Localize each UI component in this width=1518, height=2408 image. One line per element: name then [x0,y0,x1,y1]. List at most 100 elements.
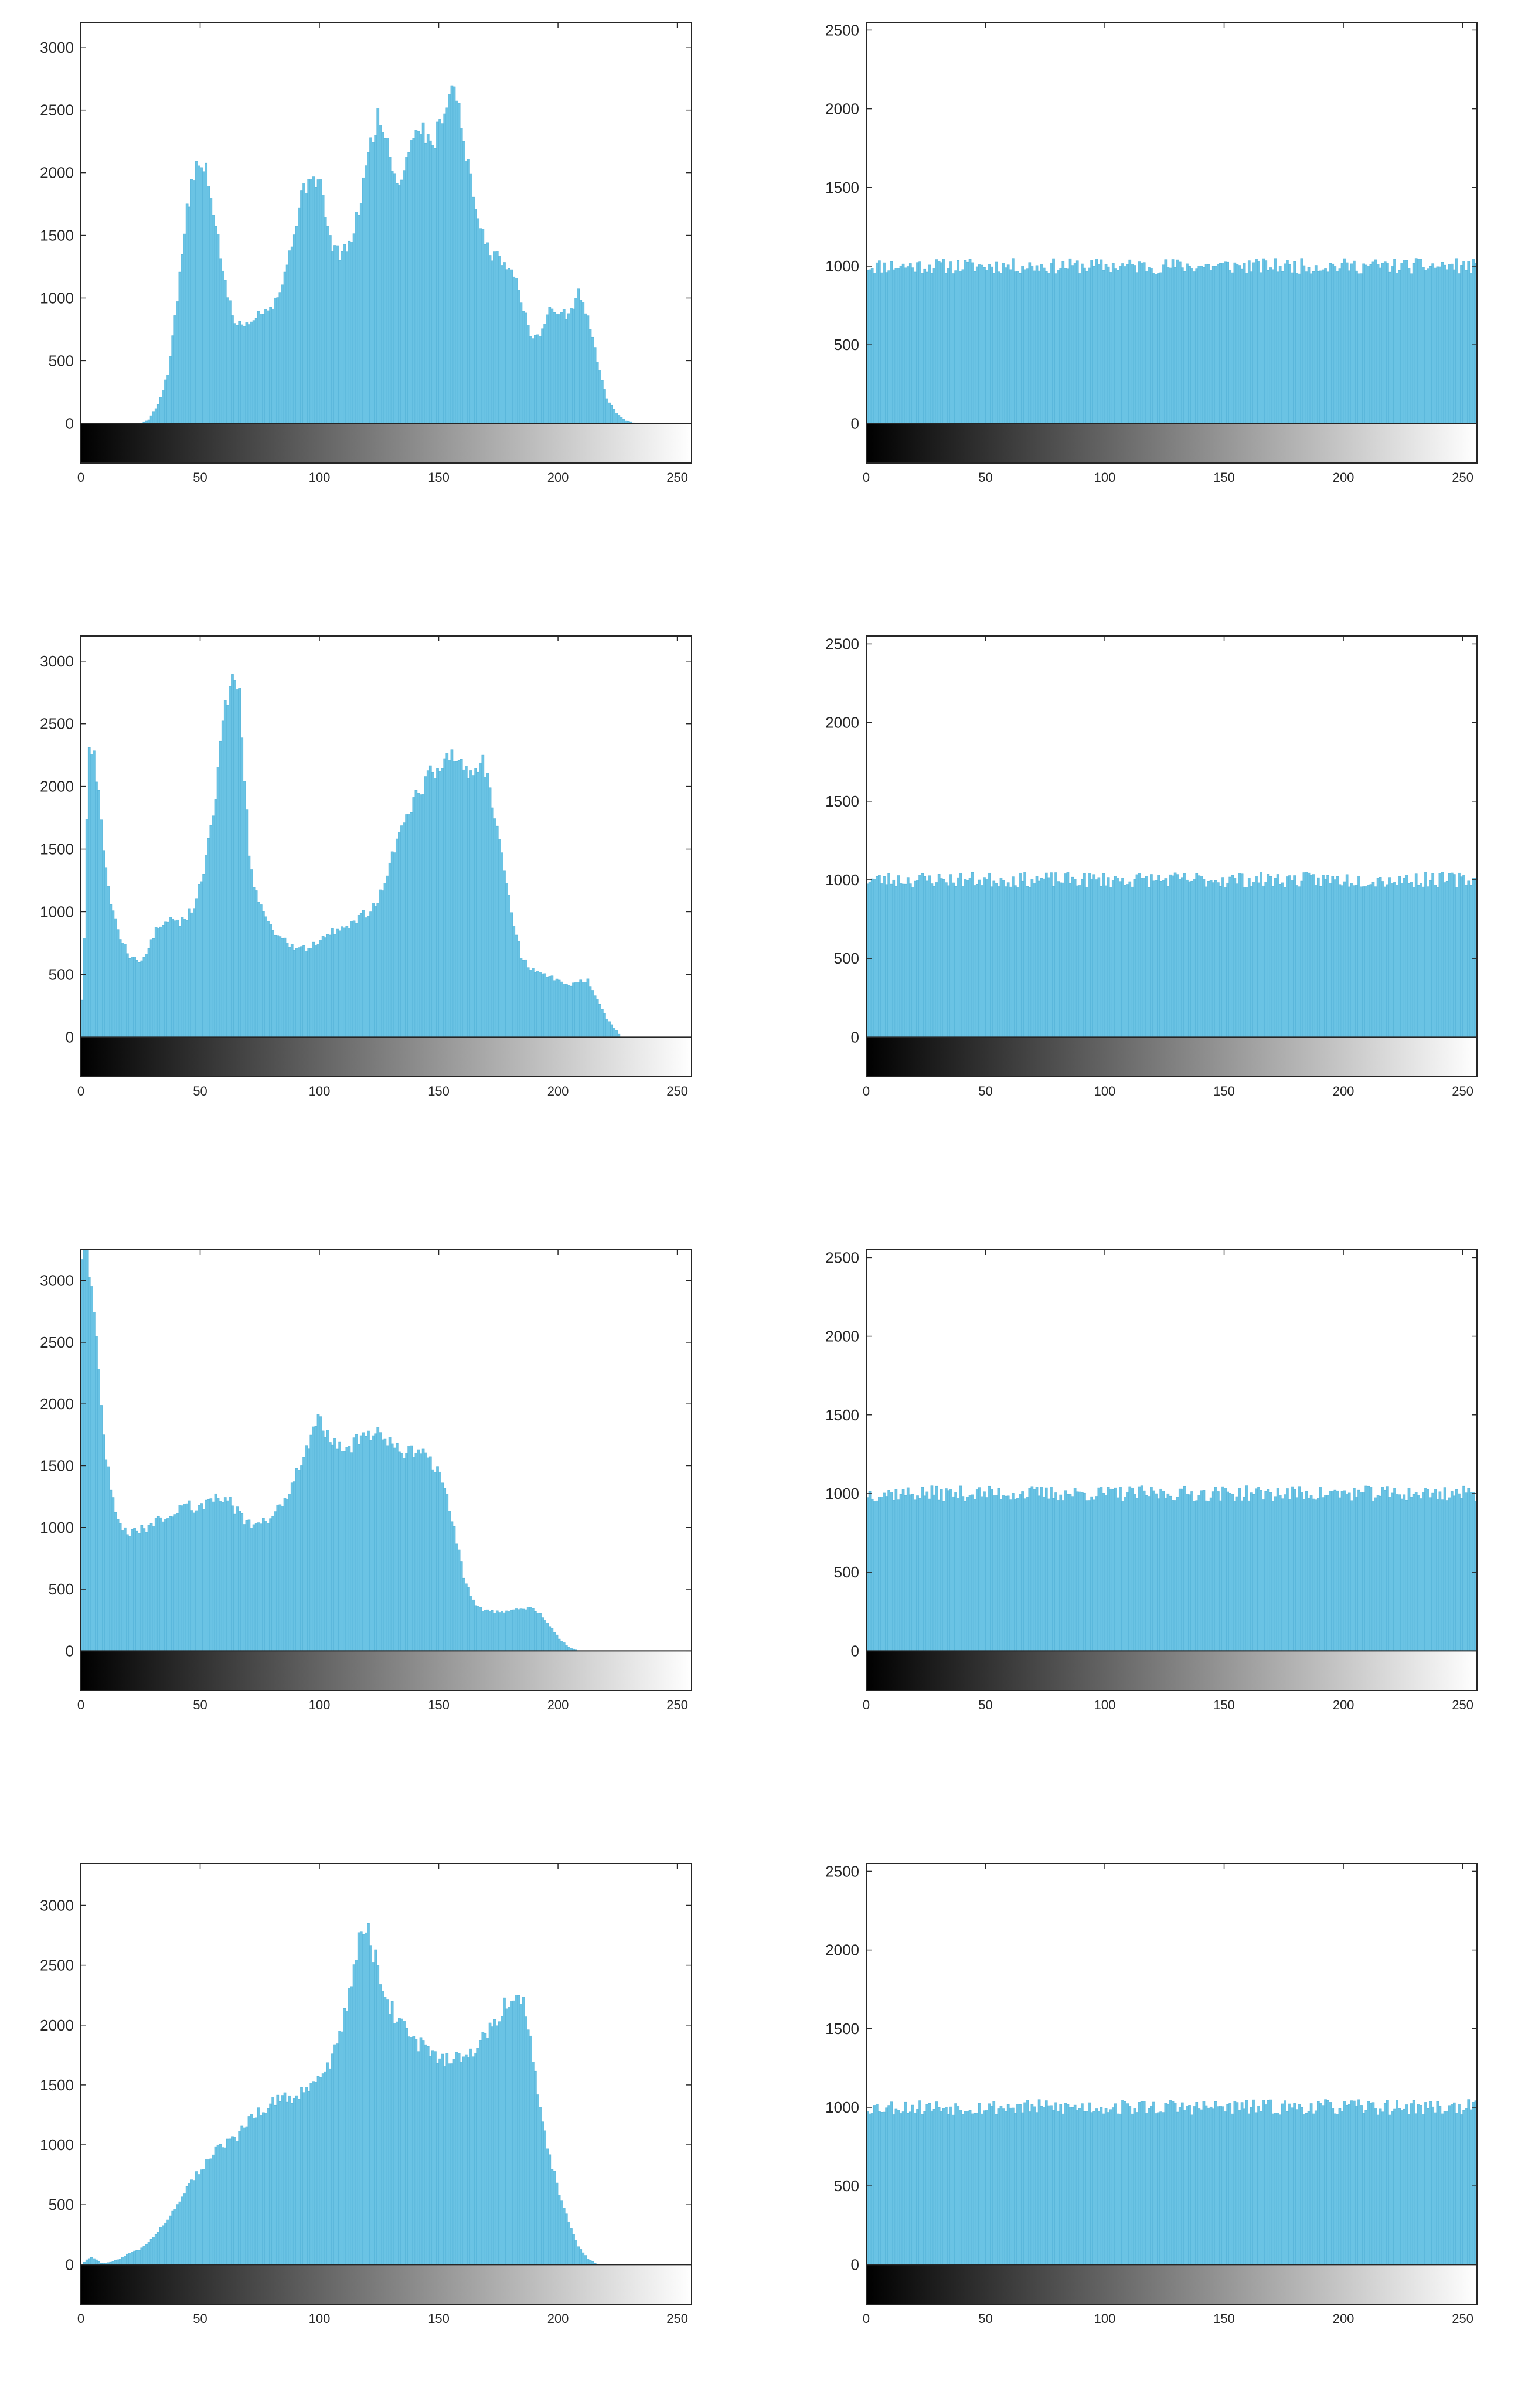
histogram-bar [252,1524,256,1651]
histogram-bar [612,1028,616,1038]
histogram-bar [1176,2111,1179,2265]
histogram-bar [1405,875,1408,1038]
histogram-bar [1403,878,1406,1038]
histogram-bar [462,769,465,1038]
histogram-bar [314,1426,318,1651]
histogram-bar [1119,881,1122,1038]
histogram-bar [1221,263,1224,424]
histogram-bar [1085,2111,1088,2265]
histogram-bar [1278,2114,1282,2265]
histogram-bar [577,982,580,1038]
histogram-bar [966,2111,969,2265]
histogram-bar [367,916,370,1038]
histogram-bar [486,1609,489,1651]
histogram-bar [1434,267,1437,424]
histogram-bar [1443,1487,1446,1651]
histogram-bar [1059,268,1063,424]
histogram-bar [121,2257,124,2265]
histogram-bar [1081,1492,1084,1651]
histogram-bar [173,1514,177,1651]
histogram-bar [1169,874,1172,1038]
histogram-bar [503,1997,506,2265]
histogram-bar [501,2016,503,2265]
histogram-bar [181,2196,184,2265]
histogram-bar [1195,2101,1199,2265]
histogram-bar [355,212,358,424]
grayscale-colorbar [866,1651,1477,1691]
histogram-bar [935,882,938,1038]
histogram-bar [1441,1499,1444,1651]
histogram-bar [238,2131,241,2265]
histogram-bar [1180,2102,1184,2265]
histogram-bar [1472,878,1475,1038]
histogram-bar [574,2239,577,2265]
histogram-bar [1145,2113,1148,2265]
histogram-bar [316,944,320,1038]
histogram-bar [918,875,921,1038]
histogram-bar [1061,261,1065,424]
histogram-bar [152,2237,155,2265]
histogram-bar [1233,878,1237,1038]
histogram-bar [1309,875,1313,1038]
histogram-bar [476,218,480,424]
histogram-bar [1023,872,1027,1038]
histogram-bar [959,2110,962,2265]
histogram-bar [1243,263,1246,424]
histogram-bar [223,2147,227,2265]
histogram-bar [450,1521,454,1651]
histogram-bar [434,1472,437,1651]
histogram-bar [1104,264,1108,424]
histogram-bar [949,874,952,1038]
x-tick-label: 0 [863,470,870,485]
y-tick-label: 1500 [825,1406,859,1424]
histogram-bar [164,2222,167,2265]
histogram-bar [1178,1488,1182,1651]
histogram-bar [1379,1495,1382,1651]
histogram-bar [278,1504,282,1651]
histogram-bar [285,2101,289,2265]
histogram-bar [1047,273,1050,424]
histogram-bar [510,1610,513,1651]
histogram-bar [133,957,136,1038]
histogram-bar [914,2112,917,2265]
y-tick-label: 2500 [825,1249,859,1266]
histogram-bar [83,1249,86,1651]
histogram-bar [428,1456,432,1651]
histogram-bar [999,1499,1003,1651]
histogram-bar [875,262,879,424]
histogram-bar [524,312,527,424]
histogram-bar [212,1501,215,1651]
histogram-bar [424,1452,427,1651]
histogram-bar [403,170,406,424]
histogram-bar [231,1505,234,1651]
histogram-bar [85,819,89,1038]
histogram-bar [1379,267,1382,424]
histogram-bar [491,2026,494,2265]
histogram-bar [267,1523,270,1651]
y-tick-label: 3000 [40,39,74,56]
histogram-bar [1195,1500,1199,1651]
histogram-bar [407,1446,411,1651]
histogram-bar [116,2259,120,2265]
histogram-bar [508,895,510,1038]
histogram-bar [1417,885,1420,1038]
histogram-bar [388,862,392,1038]
histogram-bar [1004,886,1008,1038]
histogram-bar [372,903,375,1038]
histogram-bar [887,1490,891,1651]
histogram-bar [921,273,924,424]
histogram-bar [601,1009,604,1038]
histogram-bar [1023,2102,1027,2265]
histogram-bar [1274,878,1277,1038]
histogram-bar [252,2118,256,2265]
histogram-bar [1019,872,1022,1038]
histogram-bar [276,1504,280,1651]
histogram-bar [181,917,184,1038]
histogram-bar [1238,2110,1241,2265]
axes-box [80,635,692,1077]
histogram-bar [517,290,520,424]
histogram-bar [209,1498,213,1651]
histogram-bar [135,1530,138,1651]
histogram-bar [452,1526,456,1651]
